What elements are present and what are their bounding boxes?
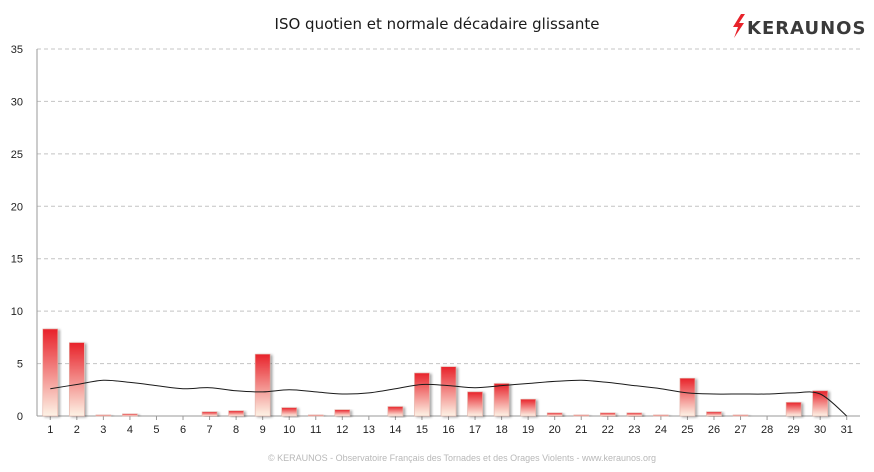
x-tick-label: 29: [788, 424, 800, 436]
x-tick-label: 2: [74, 424, 80, 436]
x-tick-label: 16: [442, 424, 454, 436]
x-tick-label: 26: [708, 424, 720, 436]
bar: [201, 411, 218, 417]
y-tick-label: 20: [11, 201, 23, 213]
x-tick-label: 25: [681, 424, 693, 436]
x-tick-label: 20: [549, 424, 561, 436]
bar: [122, 413, 138, 417]
x-tick-label: 19: [522, 424, 534, 436]
bar: [42, 328, 59, 417]
y-tick-label: 25: [11, 149, 23, 161]
x-tick-label: 7: [207, 424, 213, 436]
keraunos-logo: KERAUNOS: [733, 14, 866, 39]
bar: [307, 414, 324, 417]
x-tick-label: 18: [495, 424, 507, 436]
footer-credit: © KERAUNOS - Observatoire Français des T…: [268, 453, 656, 463]
y-tick-label: 0: [17, 411, 23, 423]
x-tick-label: 3: [100, 424, 106, 436]
x-tick-label: 5: [153, 424, 159, 436]
bar: [599, 412, 616, 417]
y-axis-ticks: 0 5 10 15 20 25 30 35: [11, 44, 23, 423]
x-tick-label: 22: [602, 424, 614, 436]
bar: [69, 342, 85, 417]
bar: [228, 410, 244, 417]
x-tick-label: 28: [761, 424, 773, 436]
bar: [334, 409, 351, 417]
bar: [546, 412, 563, 417]
y-tick-label: 35: [11, 44, 23, 56]
bar: [732, 414, 749, 417]
y-tick-label: 15: [11, 254, 23, 266]
x-tick-label: 15: [416, 424, 428, 436]
bar: [812, 390, 828, 417]
bar: [653, 414, 669, 417]
x-tick-label: 6: [180, 424, 186, 436]
bar: [281, 407, 298, 417]
bar: [679, 377, 696, 417]
bar: [706, 411, 722, 417]
bar: [414, 372, 430, 417]
x-tick-label: 8: [233, 424, 239, 436]
bar: [626, 412, 643, 417]
x-tick-label: 14: [389, 424, 401, 436]
bar: [520, 398, 536, 417]
bar: [493, 383, 510, 417]
chart-title: ISO quotien et normale décadaire glissan…: [275, 15, 600, 33]
x-tick-label: 13: [363, 424, 375, 436]
grid-lines: [37, 48, 860, 365]
x-tick-label: 10: [283, 424, 295, 436]
bar: [387, 406, 404, 417]
bar: [467, 391, 483, 417]
y-tick-label: 10: [11, 306, 23, 318]
axes: [36, 49, 860, 417]
x-tick-label: 9: [260, 424, 266, 436]
x-tick-label: 31: [841, 424, 853, 436]
x-tick-label: 12: [336, 424, 348, 436]
bar: [254, 353, 271, 417]
y-tick-label: 30: [11, 96, 23, 108]
x-tick-label: 30: [814, 424, 826, 436]
bar: [440, 366, 457, 417]
logo-text: KERAUNOS: [747, 18, 866, 39]
x-tick-label: 17: [469, 424, 481, 436]
x-tick-label: 11: [310, 424, 321, 436]
x-tick-label: 23: [628, 424, 640, 436]
normal-line: [50, 379, 848, 417]
x-tick-label: 27: [734, 424, 746, 436]
bar: [95, 414, 112, 417]
x-tick-label: 1: [47, 424, 53, 436]
bars: [42, 328, 828, 417]
x-axis-ticks: 1 2 3 4 5 6 7 8 9 10 11 12 13 14 15 16 17 18 19 20 21 22 23 24 2…: [47, 416, 853, 436]
x-tick-label: 21: [575, 424, 587, 436]
bar: [573, 414, 590, 417]
lightning-bolt-icon: [733, 14, 745, 38]
x-tick-label: 4: [127, 424, 133, 436]
x-tick-label: 24: [655, 424, 667, 436]
bar: [785, 402, 802, 417]
y-tick-label: 5: [17, 359, 23, 371]
